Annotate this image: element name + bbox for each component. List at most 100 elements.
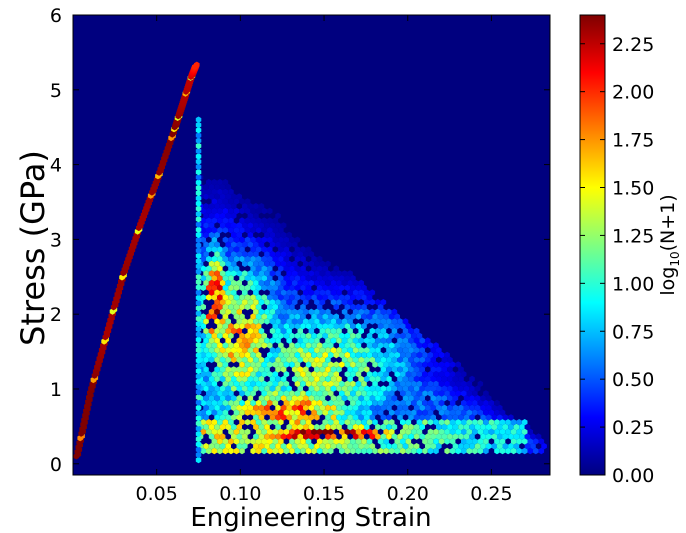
hexbin-cell: [347, 347, 353, 354]
hexbin-cell: [311, 323, 317, 330]
hexbin-cell: [303, 356, 309, 363]
hexbin-cell: [217, 255, 223, 263]
hexbin-cell: [289, 409, 295, 416]
hexbin-cell: [297, 433, 303, 440]
hexbin-cell: [347, 318, 353, 325]
hexbin-cell: [283, 265, 290, 272]
hexbin-cell: [341, 337, 348, 344]
hexbin-cell: [286, 318, 292, 325]
hexbin-cell: [405, 428, 412, 435]
hexbin-cell: [200, 332, 206, 339]
hexbin-cell: [444, 361, 450, 368]
hexbin-cell: [261, 428, 267, 435]
colorbar-label-log: log: [657, 267, 679, 296]
hexbin-cell: [347, 356, 353, 363]
hexbin-cell: [250, 351, 256, 359]
hexbin-cell: [200, 207, 206, 215]
hexbin-cell: [222, 361, 229, 368]
hexbin-cell: [436, 404, 442, 411]
hexbin-cell: [483, 419, 489, 426]
hexbin-cell: [239, 275, 245, 282]
hexbin-cell: [358, 414, 364, 421]
hexbin-cell: [333, 332, 339, 339]
hexbin-cell: [211, 207, 218, 215]
hexbin-cell: [219, 433, 226, 440]
hexbin-cell: [250, 284, 256, 291]
hexbin-cell: [308, 347, 315, 354]
hexbin-cell: [316, 332, 323, 339]
hexbin-cell: [228, 255, 234, 263]
hexbin-cell: [228, 342, 234, 349]
hexbin-cell: [219, 366, 226, 373]
hexbin-cell: [264, 231, 270, 239]
hexbin-cell: [203, 251, 209, 258]
hexbin-cell: [347, 279, 353, 287]
hexbin-cell: [341, 414, 348, 421]
hexbin-cell: [250, 294, 256, 301]
hexbin-cell: [358, 356, 364, 363]
hexbin-cell: [328, 284, 334, 291]
hexbin-cell: [380, 404, 387, 411]
colorbar-tick-label: 1.00: [612, 273, 654, 295]
hexbin-cell: [472, 447, 478, 455]
hexbin-cell: [419, 385, 425, 392]
hexbin-cell: [264, 385, 270, 392]
hexbin-cell: [244, 198, 251, 205]
hexbin-cell: [364, 299, 370, 306]
hexbin-cell: [325, 308, 331, 315]
hexbin-cell: [225, 347, 231, 354]
hexbin-cell: [355, 303, 362, 311]
hexbin-cell: [516, 428, 522, 435]
hexbin-cell: [211, 303, 218, 311]
hexbin-cell: [211, 217, 218, 224]
x-tick-label: 0.15: [303, 483, 345, 505]
hexbin-cell-drop: [195, 346, 202, 354]
hexbin-cell: [430, 356, 436, 363]
hexbin-cell: [228, 380, 234, 387]
hexbin-cell: [255, 265, 262, 272]
hexbin-cell: [394, 371, 400, 378]
hexbin-cell: [261, 246, 267, 253]
hexbin-cell: [308, 270, 315, 277]
hexbin-cell: [305, 399, 312, 407]
hexbin-cell: [269, 308, 276, 315]
hexbin-cell: [488, 399, 495, 407]
hexbin-cell: [394, 361, 400, 368]
hexbin-cell: [253, 212, 259, 219]
hexbin-cell: [380, 395, 387, 402]
hexbin-cell-drop: [195, 341, 202, 349]
hexbin-cell-drop: [195, 184, 202, 191]
hexbin-cell: [208, 241, 215, 248]
hexbin-cell: [283, 236, 290, 243]
hexbin-cell: [275, 414, 281, 421]
hexbin-cell: [325, 366, 331, 373]
hexbin-cell: [505, 428, 511, 435]
hexbin-cell: [261, 438, 267, 445]
hexbin-cell: [521, 428, 528, 435]
hexbin-cell: [322, 428, 328, 435]
hexbin-cell: [272, 447, 279, 455]
hexbin-cell: [303, 366, 309, 373]
hexbin-cell: [261, 284, 267, 291]
hexbin-cell: [200, 303, 206, 311]
hexbin-cell: [228, 246, 234, 253]
hexbin-cell: [239, 438, 245, 445]
hexbin-cell: [225, 183, 231, 191]
hexbin-cell: [341, 299, 348, 306]
hexbin-cell: [291, 241, 298, 248]
hexbin-cell: [253, 337, 259, 344]
hexbin-cell: [386, 308, 392, 315]
hexbin-cell: [311, 351, 317, 359]
hexbin-cell: [200, 428, 206, 435]
hexbin-cell: [455, 419, 461, 426]
hexbin-cell: [250, 380, 256, 387]
hexbin-cell: [361, 351, 367, 359]
hexbin-cell: [255, 207, 262, 215]
hexbin-cell-drop: [195, 420, 202, 427]
hexbin-cell: [535, 433, 542, 440]
hexbin-cell: [377, 303, 384, 311]
hexbin-cell: [308, 289, 315, 296]
hexbin-cell: [244, 275, 251, 282]
hexbin-cell: [211, 371, 218, 378]
hexbin-cell: [278, 419, 284, 426]
